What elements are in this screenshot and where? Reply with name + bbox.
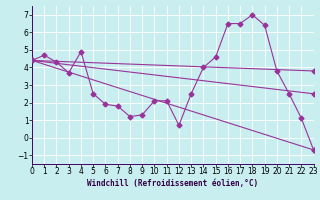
X-axis label: Windchill (Refroidissement éolien,°C): Windchill (Refroidissement éolien,°C) [87, 179, 258, 188]
